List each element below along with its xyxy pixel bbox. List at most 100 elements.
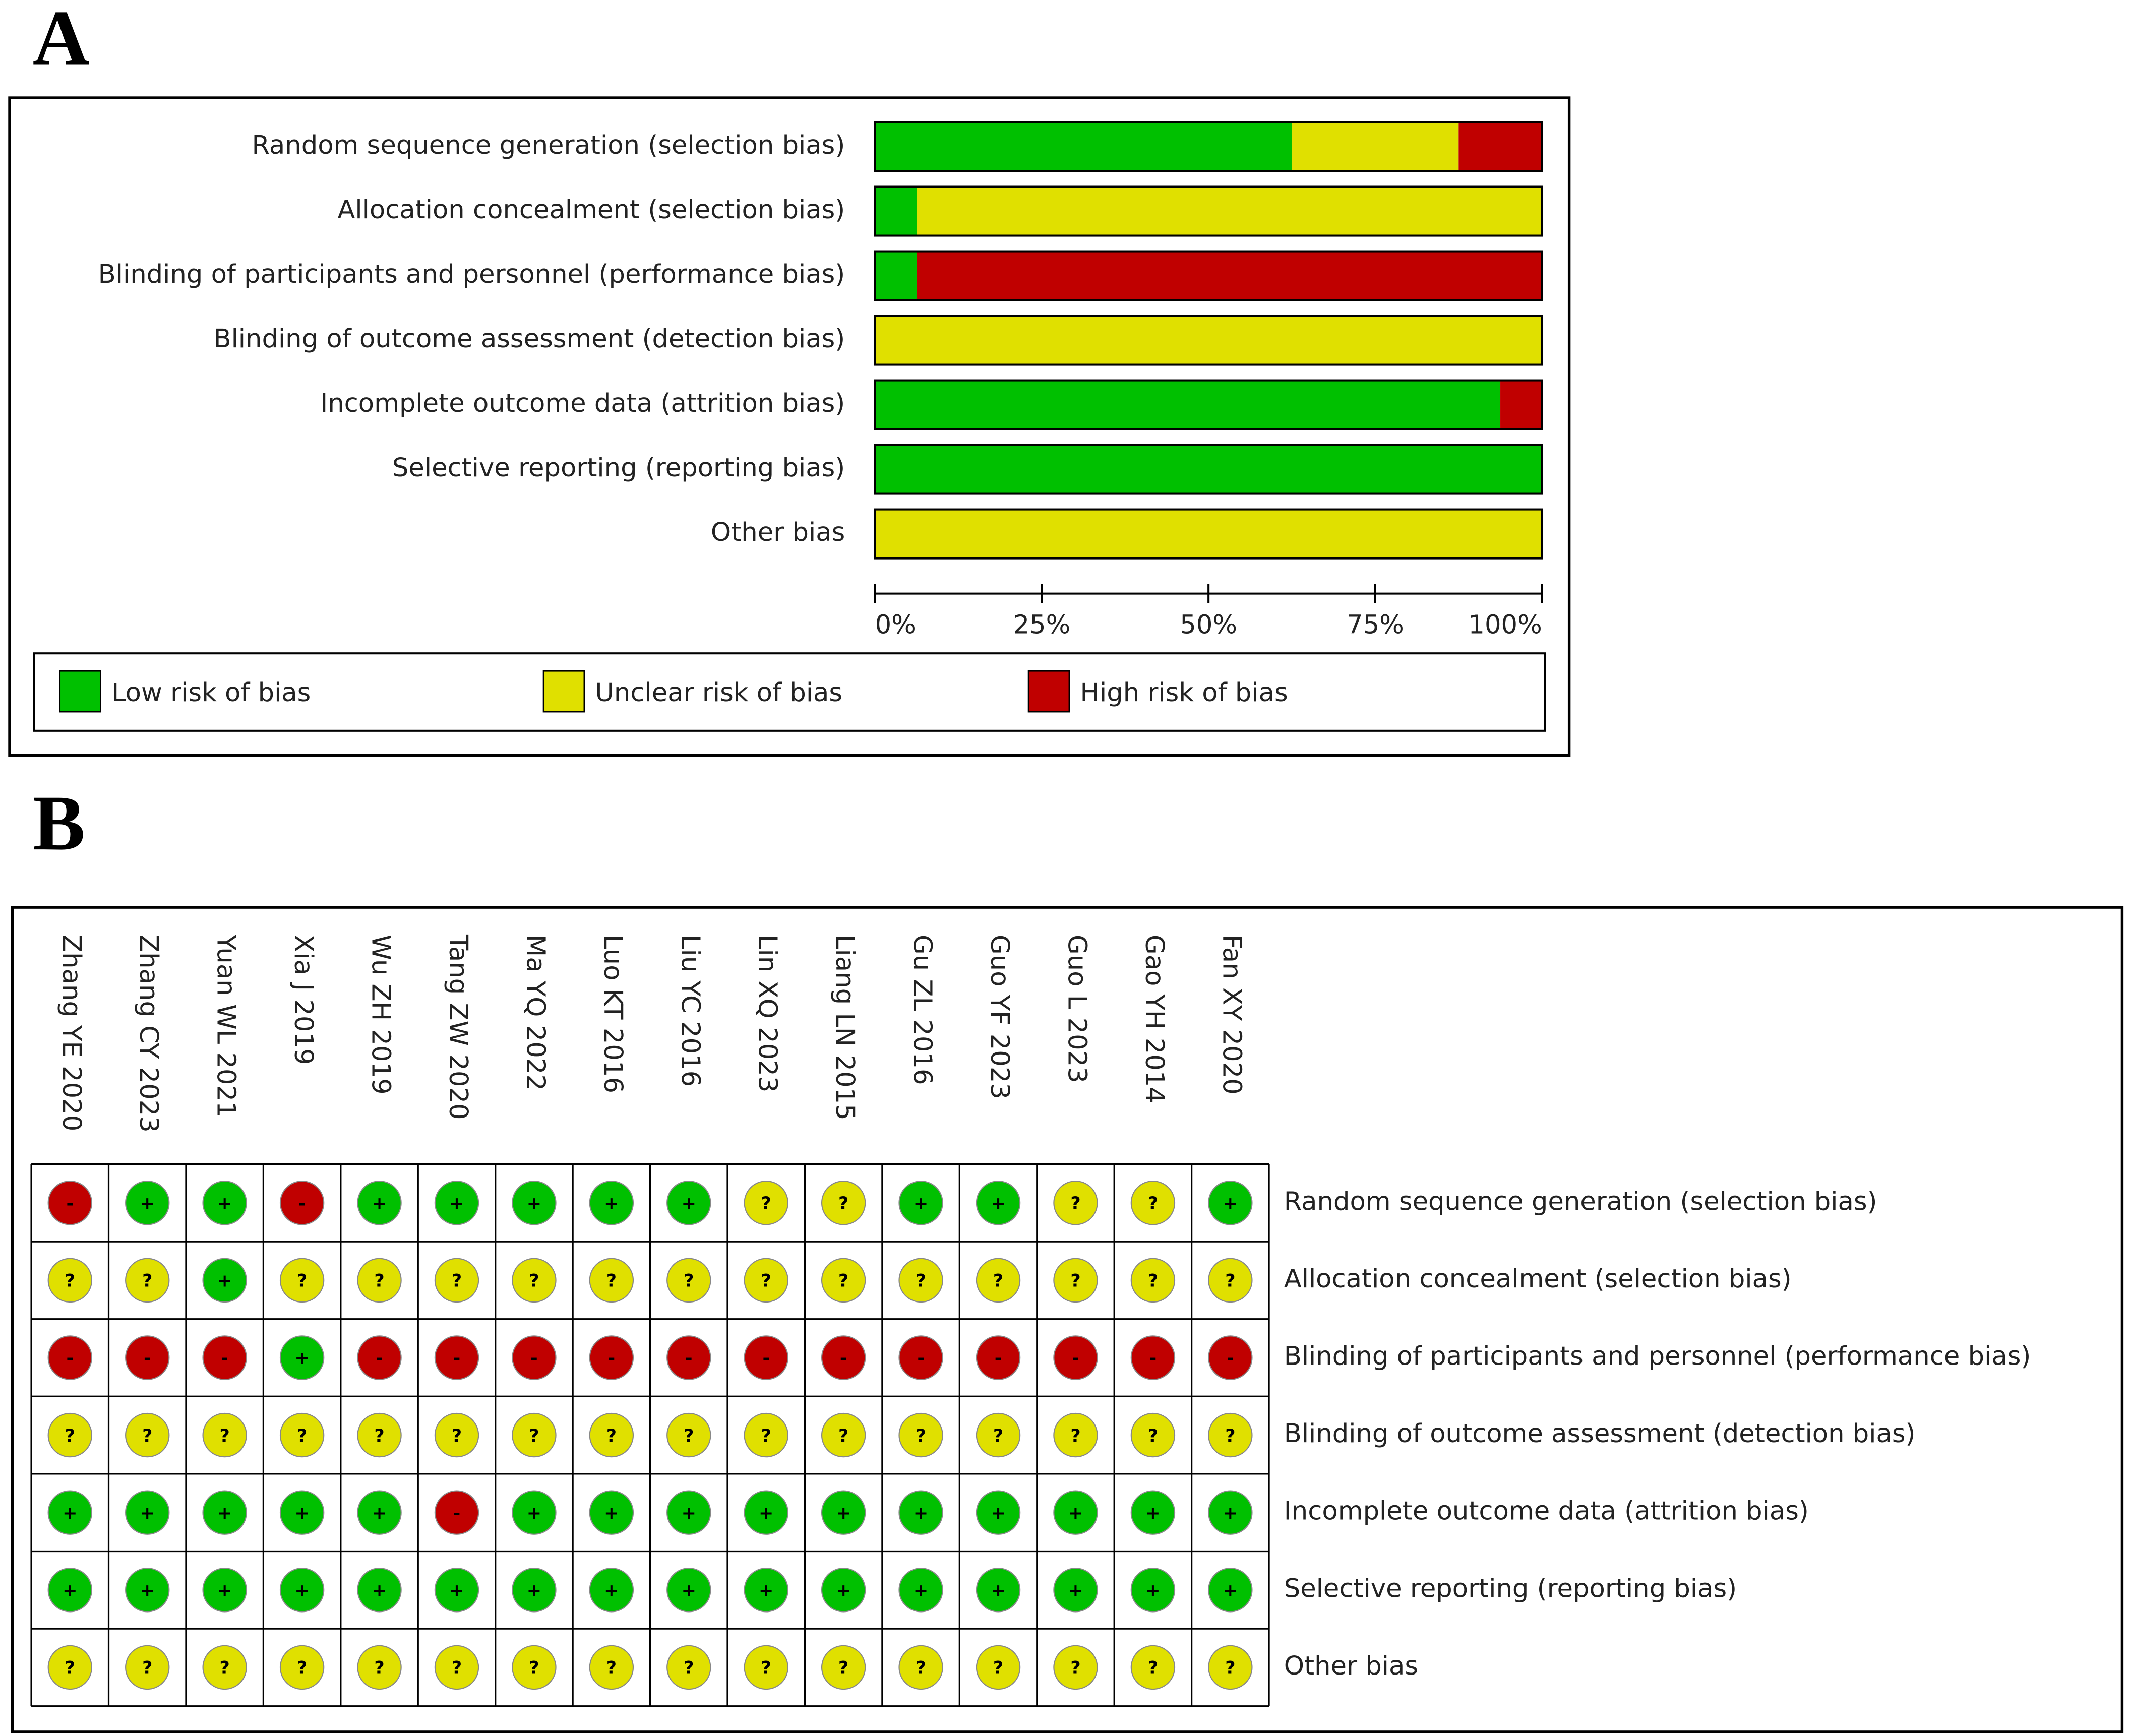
bar-segment xyxy=(875,251,917,300)
judgment-symbol: ? xyxy=(838,1271,848,1291)
judgment-symbol: ? xyxy=(993,1271,1003,1291)
judgment-symbol: + xyxy=(759,1580,773,1601)
study-label: Tang ZW 2020 xyxy=(443,934,473,1120)
judgment-dot xyxy=(1208,1412,1253,1458)
legend-label: Unclear risk of bias xyxy=(595,677,842,708)
judgment-symbol: - xyxy=(1227,1348,1234,1369)
judgment-dot xyxy=(976,1412,1021,1458)
judgment-symbol: + xyxy=(604,1193,619,1214)
domain-label: Blinding of outcome assessment (detectio… xyxy=(1284,1418,1916,1449)
judgment-dot xyxy=(744,1490,788,1535)
judgment-dot xyxy=(202,1490,247,1535)
bar-outline xyxy=(874,508,1543,560)
judgment-symbol: ? xyxy=(297,1658,307,1679)
judgment-symbol: - xyxy=(608,1348,616,1369)
judgment-dot xyxy=(976,1645,1021,1690)
judgment-dot xyxy=(976,1335,1021,1380)
judgment-symbol: + xyxy=(217,1193,232,1214)
category-label: Random sequence generation (selection bi… xyxy=(252,130,845,160)
judgment-symbol: ? xyxy=(529,1658,539,1679)
judgment-dot xyxy=(1053,1335,1098,1380)
judgment-dot xyxy=(512,1181,557,1225)
judgment-dot xyxy=(47,1412,92,1458)
judgment-symbol: - xyxy=(840,1348,847,1369)
judgment-dot xyxy=(202,1568,247,1613)
judgment-symbol: ? xyxy=(374,1271,384,1291)
judgment-symbol: ? xyxy=(684,1658,694,1679)
judgment-dot xyxy=(744,1645,788,1690)
panel-frame xyxy=(11,906,2124,1733)
judgment-dot xyxy=(589,1645,634,1690)
judgment-dot xyxy=(47,1645,92,1690)
study-label: Liang LN 2015 xyxy=(830,935,860,1121)
panel-label: B xyxy=(33,779,85,866)
judgment-dot xyxy=(202,1645,247,1690)
judgment-symbol: ? xyxy=(142,1425,152,1446)
judgment-symbol: + xyxy=(991,1580,1005,1601)
judgment-dot xyxy=(821,1490,866,1535)
judgment-dot xyxy=(1208,1335,1253,1380)
judgment-dot xyxy=(279,1412,325,1458)
judgment-dot xyxy=(357,1181,402,1225)
study-label: Fan XY 2020 xyxy=(1216,935,1247,1095)
judgment-dot xyxy=(744,1412,788,1458)
domain-label: Blinding of participants and personnel (… xyxy=(1284,1341,2031,1371)
judgment-dot xyxy=(1208,1568,1253,1613)
judgment-dot xyxy=(1130,1335,1176,1380)
judgment-symbol: + xyxy=(1068,1503,1083,1523)
x-tick-label: 50% xyxy=(1180,609,1237,640)
judgment-symbol: + xyxy=(372,1503,387,1523)
judgment-symbol: - xyxy=(685,1348,693,1369)
judgment-symbol: ? xyxy=(838,1425,848,1446)
judgment-dot xyxy=(666,1568,711,1613)
judgment-symbol: + xyxy=(604,1580,619,1601)
category-label: Blinding of participants and personnel (… xyxy=(98,259,845,289)
judgment-symbol: + xyxy=(759,1503,773,1523)
judgment-symbol: - xyxy=(144,1348,151,1369)
bar-segment xyxy=(875,380,1501,429)
judgment-dot xyxy=(357,1568,402,1613)
judgment-symbol: ? xyxy=(1070,1425,1080,1446)
legend-swatch xyxy=(542,670,585,713)
category-label: Blinding of outcome assessment (detectio… xyxy=(213,324,845,354)
judgment-dot xyxy=(821,1258,866,1303)
judgment-dot xyxy=(898,1335,943,1380)
judgment-symbol: ? xyxy=(761,1271,771,1291)
judgment-symbol: + xyxy=(217,1503,232,1523)
judgment-symbol: ? xyxy=(606,1271,617,1291)
judgment-symbol: ? xyxy=(761,1658,771,1679)
judgment-dot xyxy=(898,1412,943,1458)
judgment-symbol: ? xyxy=(142,1271,152,1291)
judgment-symbol: + xyxy=(836,1580,850,1601)
judgment-symbol: ? xyxy=(916,1425,926,1446)
judgment-symbol: - xyxy=(453,1503,461,1523)
judgment-dot xyxy=(821,1645,866,1690)
judgment-symbol: + xyxy=(914,1193,928,1214)
judgment-dot xyxy=(357,1412,402,1458)
judgment-symbol: ? xyxy=(529,1425,539,1446)
judgment-symbol: - xyxy=(917,1348,925,1369)
judgment-dot xyxy=(1130,1645,1176,1690)
judgment-symbol: + xyxy=(63,1580,77,1601)
judgment-dot xyxy=(434,1258,479,1303)
judgment-dot xyxy=(125,1181,170,1225)
judgment-symbol: ? xyxy=(1148,1658,1158,1679)
bar-segment xyxy=(875,316,1542,365)
judgment-symbol: ? xyxy=(297,1425,307,1446)
judgment-symbol: ? xyxy=(220,1658,230,1679)
judgment-dot xyxy=(589,1568,634,1613)
judgment-symbol: ? xyxy=(1225,1271,1235,1291)
judgment-dot xyxy=(976,1490,1021,1535)
judgment-symbol: + xyxy=(914,1503,928,1523)
judgment-symbol: ? xyxy=(916,1271,926,1291)
study-label: Zhang YE 2020 xyxy=(56,935,87,1131)
judgment-dot xyxy=(512,1335,557,1380)
judgment-dot xyxy=(589,1490,634,1535)
judgment-symbol: ? xyxy=(1148,1193,1158,1214)
judgment-symbol: - xyxy=(762,1348,770,1369)
judgment-dot xyxy=(279,1490,325,1535)
judgment-dot xyxy=(125,1645,170,1690)
judgment-dot xyxy=(1130,1568,1176,1613)
judgment-symbol: + xyxy=(217,1271,232,1291)
judgment-symbol: - xyxy=(1072,1348,1079,1369)
